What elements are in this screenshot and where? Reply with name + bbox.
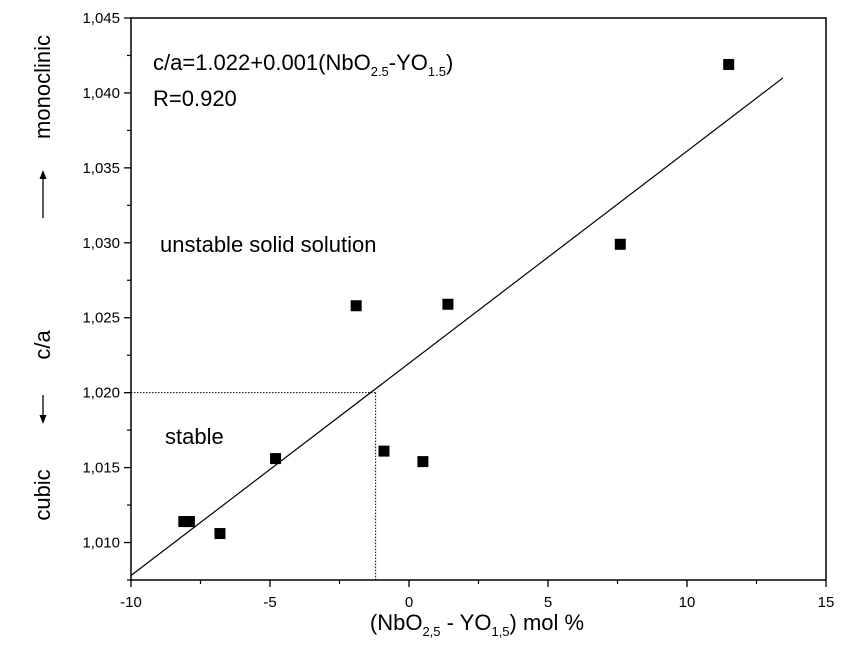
- x-axis-ticks: -10 -5 0 5 10 15: [120, 580, 834, 611]
- arrow-down-icon: [39, 395, 47, 424]
- equation-annotation: c/a=1.022+0.001(NbO2.5-YO1.5): [153, 50, 453, 79]
- y-tick-label: 1,035: [82, 160, 120, 177]
- data-point: [214, 528, 226, 540]
- x-tick-label: 0: [405, 594, 413, 611]
- x-tick-label: 15: [818, 594, 835, 611]
- regression-line: [130, 77, 784, 576]
- data-point: [378, 445, 390, 457]
- data-point: [183, 516, 195, 528]
- y-tick-label: 1,015: [82, 460, 120, 477]
- y-tick-label: 1,030: [82, 235, 120, 252]
- arrow-up-icon: [39, 170, 47, 218]
- data-point: [442, 298, 454, 310]
- y-tick-label: 1,025: [82, 310, 120, 327]
- x-tick-label: -10: [120, 594, 142, 611]
- data-point: [178, 516, 190, 528]
- y-tick-label: 1,010: [82, 535, 120, 552]
- y-tick-label: 1,040: [82, 85, 120, 102]
- reference-guides: [131, 392, 377, 580]
- x-tick-label: 5: [544, 594, 552, 611]
- data-points: [178, 58, 735, 540]
- data-point: [614, 238, 626, 250]
- data-point: [350, 300, 362, 312]
- y-tick-label: 1,045: [82, 10, 120, 27]
- y-axis-label: c/a: [30, 330, 55, 360]
- r-value-annotation: R=0.920: [153, 86, 237, 111]
- y-tick-label: 1,020: [82, 385, 120, 402]
- x-tick-label: -5: [263, 594, 276, 611]
- x-tick-label: 10: [679, 594, 696, 611]
- y-axis-ticks: 1,010 1,015 1,020 1,025 1,030 1,035 1,040 1,045: [82, 10, 131, 581]
- stable-region-label: stable: [165, 424, 224, 449]
- unstable-region-label: unstable solid solution: [160, 232, 376, 257]
- x-axis-label: (NbO2,5 - YO1,5) mol %: [370, 610, 584, 639]
- data-point: [270, 453, 282, 465]
- y-axis-monoclinic-label: monoclinic: [30, 35, 55, 139]
- data-point: [723, 58, 735, 70]
- data-point: [417, 456, 429, 468]
- y-axis-cubic-label: cubic: [30, 469, 55, 520]
